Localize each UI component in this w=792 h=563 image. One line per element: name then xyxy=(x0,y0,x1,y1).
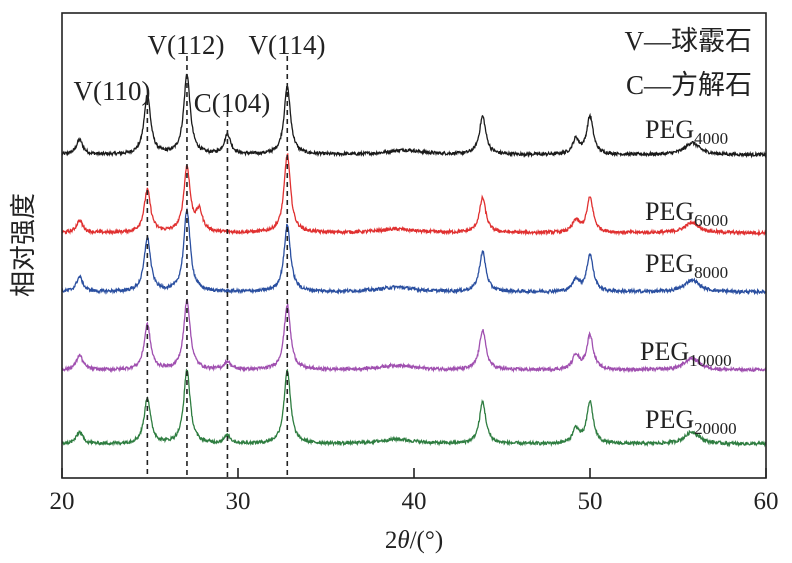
y-axis-label: 相对强度 xyxy=(9,193,38,297)
trace-PEG20000 xyxy=(61,368,767,448)
x-tick-label: 50 xyxy=(578,488,603,515)
reference-label: C(104) xyxy=(194,88,271,118)
x-tick-label: 30 xyxy=(226,488,251,515)
x-tick-label: 40 xyxy=(402,488,427,515)
trace-PEG4000 xyxy=(61,73,767,159)
reference-lines: V(110) V(112) C(104) V(114) xyxy=(74,30,326,478)
trace-PEG8000 xyxy=(61,207,767,296)
x-axis-label: 2θ/(°) xyxy=(385,527,443,554)
series-label-PEG20000: PEG20000 xyxy=(645,405,737,438)
series-label-PEG10000: PEG10000 xyxy=(640,337,732,370)
series-traces xyxy=(61,73,767,448)
reference-label: V(114) xyxy=(249,30,326,60)
x-tick-label: 20 xyxy=(50,488,75,515)
series-labels: PEG4000 PEG6000 PEG8000 PEG10000 PEG20000 xyxy=(640,115,737,438)
x-ticks: 20 30 40 50 60 xyxy=(50,468,779,515)
x-tick-label: 60 xyxy=(754,488,779,515)
legend-v: V—球霰石 xyxy=(625,26,753,56)
reference-label: V(112) xyxy=(148,30,225,60)
series-label-PEG4000: PEG4000 xyxy=(645,115,728,148)
trace-PEG6000 xyxy=(61,152,767,237)
series-label-PEG8000: PEG8000 xyxy=(645,249,728,282)
series-label-PEG6000: PEG6000 xyxy=(645,197,728,230)
reference-label: V(110) xyxy=(74,76,151,106)
trace-PEG10000 xyxy=(61,298,767,374)
legend-c: C—方解石 xyxy=(626,70,752,100)
